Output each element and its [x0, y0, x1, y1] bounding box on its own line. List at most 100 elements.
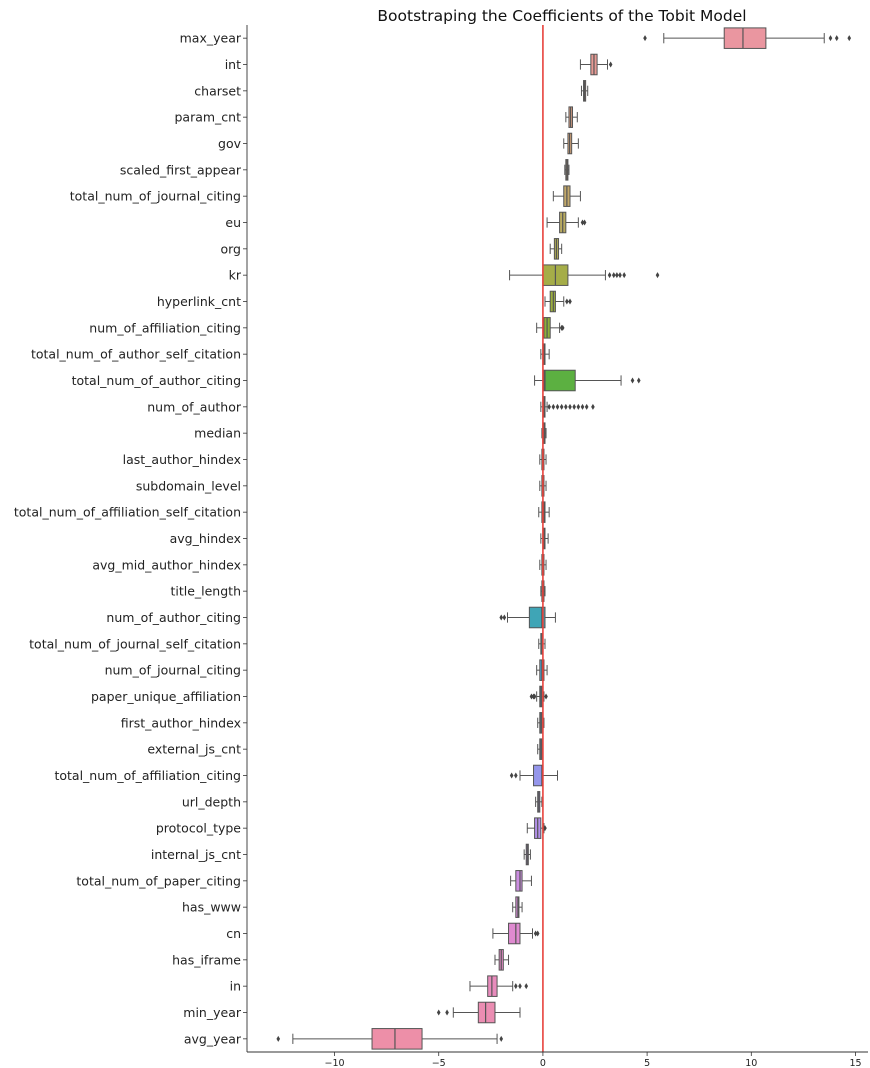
- outlier-point: [502, 614, 507, 621]
- box-total_num_of_affiliation_citing: total_num_of_affiliation_citing: [54, 764, 558, 787]
- category-label: eu: [225, 215, 241, 230]
- category-label: total_num_of_affiliation_self_citation: [14, 505, 241, 520]
- outlier-point: [544, 693, 548, 700]
- outlier-point: [499, 614, 504, 621]
- box-hyperlink_cnt: hyperlink_cnt: [157, 290, 572, 313]
- category-label: int: [225, 57, 241, 72]
- iqr-box: [515, 870, 523, 892]
- outlier-point: [555, 403, 560, 410]
- category-label: paper_unique_affiliation: [91, 689, 241, 704]
- category-label: avg_mid_author_hindex: [92, 557, 241, 572]
- outlier-point: [499, 1035, 504, 1042]
- box-last_author_hindex: last_author_hindex: [123, 448, 547, 471]
- box-int: int: [225, 53, 613, 76]
- outlier-point: [847, 35, 852, 42]
- outlier-point: [636, 377, 641, 384]
- category-label: internal_js_cnt: [151, 847, 241, 862]
- category-label: avg_hindex: [170, 531, 241, 546]
- category-label: first_author_hindex: [121, 715, 241, 730]
- outlier-point: [655, 272, 660, 279]
- category-label: num_of_author: [147, 399, 242, 414]
- category-label: total_num_of_affiliation_citing: [54, 768, 241, 783]
- outlier-point: [572, 403, 576, 410]
- box-url_depth: url_depth: [182, 791, 543, 813]
- outlier-point: [551, 403, 556, 410]
- category-label: org: [220, 241, 241, 256]
- outlier-point: [518, 983, 522, 990]
- box-total_num_of_author_self_citation: total_num_of_author_self_citation: [31, 343, 550, 365]
- outlier-point: [514, 983, 518, 990]
- outlier-point: [591, 403, 595, 410]
- outlier-point: [568, 403, 572, 410]
- outlier-point: [611, 272, 616, 279]
- outlier-point: [436, 1009, 441, 1016]
- box-param_cnt: param_cnt: [174, 106, 578, 128]
- outlier-point: [584, 403, 589, 410]
- box-in: in: [230, 975, 529, 997]
- outlier-point: [580, 403, 585, 410]
- box-total_num_of_journal_self_citation: total_num_of_journal_self_citation: [29, 633, 546, 655]
- outlier-point: [608, 61, 613, 68]
- iqr-box: [508, 922, 521, 945]
- category-label: gov: [218, 136, 242, 151]
- category-label: num_of_journal_citing: [105, 663, 241, 678]
- box-external_js_cnt: external_js_cnt: [147, 738, 544, 760]
- category-label: subdomain_level: [136, 478, 241, 493]
- category-label: total_num_of_journal_citing: [70, 189, 241, 204]
- category-label: url_depth: [182, 794, 241, 809]
- outlier-point: [535, 930, 540, 937]
- category-label: in: [230, 979, 241, 994]
- box-gov: gov: [218, 132, 579, 155]
- category-label: scaled_first_appear: [120, 162, 242, 177]
- box-subdomain_level: subdomain_level: [136, 475, 547, 497]
- category-label: avg_year: [184, 1031, 242, 1046]
- category-label: total_num_of_author_self_citation: [31, 347, 241, 362]
- box-max_year: max_year: [180, 27, 852, 49]
- outlier-point: [564, 403, 568, 410]
- category-label: has_iframe: [172, 952, 241, 967]
- category-label: has_www: [182, 900, 241, 915]
- box-charset: charset: [194, 80, 589, 102]
- outlier-point: [618, 272, 622, 279]
- outlier-point: [615, 272, 619, 279]
- outlier-point: [560, 324, 565, 331]
- box-protocol_type: protocol_type: [156, 817, 547, 839]
- outlier-point: [514, 772, 518, 779]
- box-avg_hindex: avg_hindex: [170, 527, 549, 550]
- iqr-box: [371, 1028, 423, 1050]
- box-title_length: title_length: [170, 580, 546, 602]
- x-tick-label: −5: [432, 1058, 446, 1068]
- category-label: num_of_author_citing: [106, 610, 241, 625]
- box-num_of_author: num_of_author: [147, 396, 595, 418]
- box-total_num_of_author_citing: total_num_of_author_citing: [72, 369, 641, 392]
- category-label: min_year: [183, 1005, 242, 1020]
- x-tick-label: −10: [324, 1058, 344, 1068]
- box-avg_mid_author_hindex: avg_mid_author_hindex: [92, 554, 547, 576]
- outlier-point: [559, 403, 564, 410]
- box-num_of_affiliation_citing: num_of_affiliation_citing: [89, 317, 565, 339]
- box-paper_unique_affiliation: paper_unique_affiliation: [91, 685, 548, 708]
- category-label: cn: [226, 926, 241, 941]
- outlier-point: [543, 825, 547, 832]
- outlier-point: [547, 403, 551, 410]
- category-label: num_of_affiliation_citing: [89, 320, 241, 335]
- iqr-box: [543, 369, 576, 392]
- iqr-box: [477, 1001, 496, 1024]
- outlier-point: [834, 35, 839, 42]
- outlier-point: [622, 272, 626, 279]
- box-total_num_of_journal_citing: total_num_of_journal_citing: [70, 185, 581, 207]
- box-first_author_hindex: first_author_hindex: [121, 712, 545, 734]
- category-label: protocol_type: [156, 821, 241, 836]
- box-org: org: [220, 238, 563, 260]
- box-eu: eu: [225, 211, 587, 234]
- box-internal_js_cnt: internal_js_cnt: [151, 843, 531, 866]
- box-kr: kr: [229, 264, 660, 286]
- box-num_of_author_citing: num_of_author_citing: [106, 606, 556, 629]
- outlier-point: [276, 1035, 281, 1042]
- iqr-box: [723, 27, 767, 49]
- chart-title: Bootstraping the Coefficients of the Tob…: [377, 7, 746, 25]
- x-tick-label: 10: [745, 1058, 757, 1068]
- outlier-point: [582, 219, 587, 226]
- box-has_iframe: has_iframe: [172, 949, 510, 971]
